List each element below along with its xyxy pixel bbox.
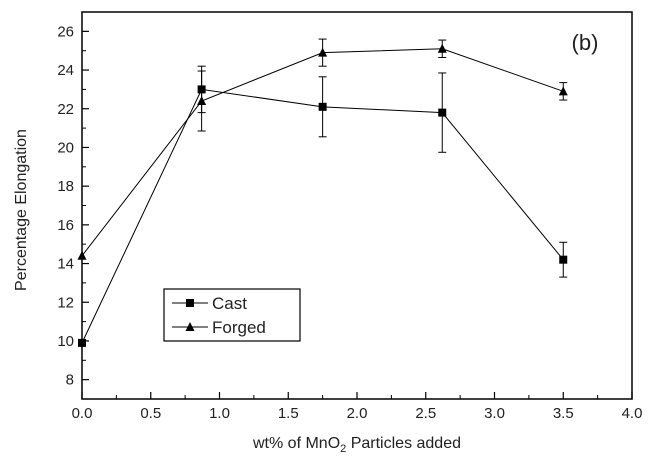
x-axis-label-sub: 2	[340, 443, 346, 455]
y-tick-label: 8	[66, 372, 74, 389]
data-point-forged	[197, 96, 207, 106]
legend-box	[163, 288, 301, 342]
x-tick-label: 3.5	[553, 405, 574, 422]
x-axis-label-main: wt% of MnO	[252, 435, 340, 452]
data-point-forged	[437, 43, 447, 53]
x-axis-label-rest: Particles added	[346, 435, 461, 452]
y-tick-label: 14	[57, 256, 74, 273]
x-tick-label: 0.0	[72, 405, 93, 422]
legend-forged-label: Forged	[212, 318, 266, 337]
data-point-forged	[558, 86, 568, 96]
data-point-forged	[318, 47, 328, 57]
legend: Cast Forged	[163, 288, 301, 342]
x-tick-label: 2.5	[415, 405, 436, 422]
legend-cast-label: Cast	[212, 294, 247, 313]
x-tick-label: 1.0	[209, 405, 230, 422]
data-point-forged	[77, 250, 87, 260]
y-tick-label: 10	[57, 333, 74, 350]
legend-cast-marker	[186, 299, 194, 307]
y-ticks: 8 10 12 14 16 18 20 22 24 26	[57, 11, 89, 400]
y-tick-label: 20	[57, 139, 74, 156]
data-point-cast	[438, 108, 447, 117]
x-tick-label: 2.0	[347, 405, 368, 422]
y-tick-label: 26	[57, 23, 74, 40]
data-point-cast	[318, 102, 327, 111]
y-axis-label: Percentage Elongation	[13, 129, 30, 291]
x-tick-label: 1.5	[278, 405, 299, 422]
y-tick-label: 12	[57, 294, 74, 311]
legend-forged-marker	[185, 322, 195, 331]
y-tick-label: 18	[57, 178, 74, 195]
y-tick-label: 16	[57, 217, 74, 234]
x-tick-label: 4.0	[622, 405, 643, 422]
y-tick-label: 22	[57, 101, 74, 118]
x-ticks: 0.0 0.5 1.0 1.5 2.0 2.5 3.0 3.5 4.0	[72, 392, 643, 422]
data-point-cast	[78, 338, 86, 347]
x-axis-label: wt% of MnO2 Particles added	[252, 435, 461, 455]
x-tick-label: 3.0	[484, 405, 505, 422]
y-tick-label: 24	[57, 62, 74, 79]
x-tick-label: 0.5	[140, 405, 161, 422]
data-point-cast	[559, 255, 568, 264]
panel-label: (b)	[572, 30, 599, 55]
series-layer	[77, 38, 568, 347]
